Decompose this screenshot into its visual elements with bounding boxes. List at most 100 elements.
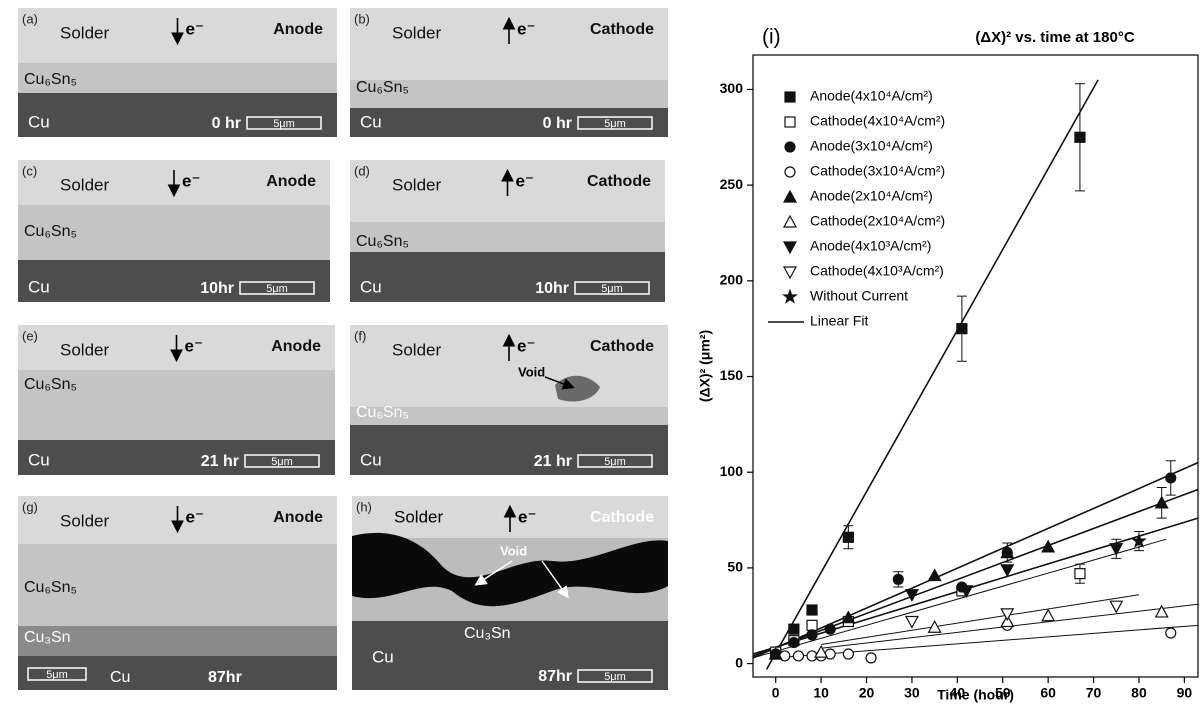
scale-label: 5μm [271, 456, 293, 468]
scale-label: 5μm [273, 118, 295, 130]
point [814, 644, 829, 658]
point [806, 604, 818, 616]
void-arrow [541, 560, 569, 599]
time-label: 10hr [535, 280, 569, 297]
scale-label: 5μm [604, 456, 626, 468]
point [927, 619, 942, 633]
legend-marker [782, 288, 798, 304]
panel-label: (c) [22, 163, 37, 178]
imc-label: Cu₆Sn₅ [24, 376, 77, 393]
cu-label: Cu [110, 669, 130, 686]
cu-region [18, 260, 330, 302]
point [788, 636, 800, 649]
y-tick-label: 50 [727, 559, 743, 575]
imc-region [350, 80, 668, 108]
legend-label: Cathode(3x10⁴A/cm²) [810, 163, 945, 179]
panel-label: (f) [354, 328, 366, 343]
panel-label: (e) [22, 328, 38, 343]
solder-label: Solder [60, 511, 109, 530]
point [806, 629, 818, 641]
point [959, 585, 974, 599]
legend-label: Linear Fit [810, 313, 868, 329]
x-tick-label: 70 [1086, 685, 1102, 701]
x-tick-label: 40 [950, 685, 966, 701]
fit-line [765, 79, 1099, 670]
void-arrow [544, 376, 575, 390]
panel-label: (a) [22, 11, 38, 26]
void-label: Void [500, 543, 527, 558]
side-label: Cathode [590, 21, 654, 38]
x-tick-label: 60 [1040, 685, 1056, 701]
side-label: Cathode [590, 509, 654, 526]
legend-label: Anode(2x10⁴A/cm²) [810, 188, 933, 204]
micrograph: (a) Solder e⁻ Anode Cu₆Sn₅ Cu 5μm 0 hr [18, 8, 337, 137]
side-label: Anode [273, 21, 323, 38]
cu-label: Cu [360, 450, 382, 469]
electron-label: e⁻ [517, 19, 535, 38]
imc-label: Cu₆Sn₅ [356, 404, 409, 421]
fit-line [752, 517, 1199, 655]
side-label: Anode [271, 338, 321, 355]
side-label: Cathode [590, 338, 654, 355]
panel-label: (b) [354, 11, 370, 26]
y-tick-label: 0 [735, 654, 743, 670]
y-axis-label: (ΔX)² (μm²) [697, 330, 713, 402]
point [1000, 564, 1015, 578]
micrograph: (b) Solder e⁻ Cathode Cu₆Sn₅ Cu 5μm 0 hr [350, 8, 668, 137]
cu-label: Cu [360, 112, 382, 131]
void-label: Void [518, 364, 545, 379]
legend-label: Cathode(2x10⁴A/cm²) [810, 213, 945, 229]
legend-label: Cathode(4x10⁴A/cm²) [810, 113, 945, 129]
point [841, 610, 856, 624]
imc-label: Cu₆Sn₅ [24, 579, 77, 596]
imc-label: Cu₆Sn₅ [356, 79, 409, 96]
time-label: 21 hr [201, 453, 239, 470]
cu-label: Cu [28, 277, 50, 296]
imc-label: Cu₆Sn₅ [24, 223, 77, 240]
time-label: 0 hr [212, 115, 241, 132]
micrograph: (e) Solder e⁻ Anode Cu₆Sn₅ Cu 5μm 21 hr [18, 325, 335, 475]
imc-region [350, 222, 665, 252]
legend-label: Anode(4x10³A/cm²) [810, 238, 931, 254]
x-tick-label: 50 [995, 685, 1011, 701]
cu3sn-label: Cu₃Sn [464, 625, 511, 642]
scale-bar [244, 454, 320, 468]
side-label: Anode [266, 173, 316, 190]
scale-bar [574, 281, 650, 295]
x-tick-label: 20 [859, 685, 875, 701]
legend-marker [784, 141, 796, 153]
legend-label: Anode(4x10⁴A/cm²) [810, 88, 933, 104]
solder-label: Solder [60, 175, 109, 194]
point [1074, 568, 1086, 580]
scale-label: 5μm [266, 283, 288, 295]
scale-bar [239, 281, 315, 295]
legend-label: Anode(3x10⁴A/cm²) [810, 138, 933, 154]
panel-label: (g) [22, 499, 38, 514]
scale-bar [577, 669, 653, 683]
point [1154, 604, 1169, 618]
cu-region [18, 656, 337, 690]
micrograph: (d) Solder e⁻ Cathode Cu₆Sn₅ Cu 5μm 10hr [350, 160, 665, 302]
point [892, 573, 904, 585]
imc-region [18, 63, 337, 93]
scale-bar [577, 116, 653, 130]
scale-label: 5μm [46, 669, 68, 681]
time-label: 10hr [200, 280, 234, 297]
point [904, 615, 919, 629]
side-label: Anode [273, 509, 323, 526]
electron-label: e⁻ [182, 171, 200, 190]
point [927, 568, 942, 582]
cu-region [352, 621, 668, 690]
panel-label: (i) [762, 26, 781, 49]
electron-label: e⁻ [516, 171, 534, 190]
x-tick-label: 90 [1177, 685, 1193, 701]
point [1154, 495, 1169, 509]
fit-line [752, 461, 1199, 659]
time-label: 21 hr [534, 453, 572, 470]
legend-marker [782, 214, 798, 228]
x-tick-label: 30 [904, 685, 920, 701]
fit-line [752, 538, 1167, 659]
y-tick-label: 250 [720, 176, 744, 192]
imc-region [18, 370, 335, 440]
y-tick-label: 100 [720, 463, 744, 479]
